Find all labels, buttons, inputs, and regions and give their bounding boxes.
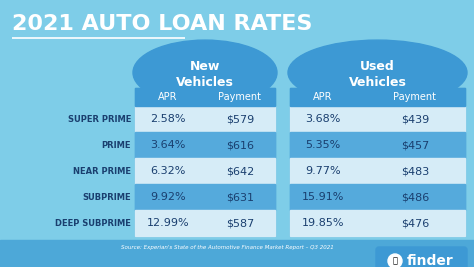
Text: 5.35%: 5.35%: [305, 140, 341, 150]
Text: 6.32%: 6.32%: [150, 166, 186, 176]
Text: DEEP SUBPRIME: DEEP SUBPRIME: [55, 218, 131, 227]
Text: NEAR PRIME: NEAR PRIME: [73, 167, 131, 175]
Bar: [290, 132, 465, 158]
Bar: [290, 210, 465, 236]
Bar: [290, 88, 465, 236]
Text: SUPER PRIME: SUPER PRIME: [68, 115, 131, 124]
Text: APR: APR: [158, 92, 178, 102]
Text: $579: $579: [226, 114, 254, 124]
Text: $587: $587: [226, 218, 254, 228]
Bar: [135, 106, 275, 132]
Bar: [290, 106, 465, 132]
Text: Source: Experian's State of the Automotive Finance Market Report – Q3 2021: Source: Experian's State of the Automoti…: [120, 245, 333, 250]
Bar: [135, 158, 275, 184]
Text: Payment: Payment: [219, 92, 262, 102]
Text: 2.58%: 2.58%: [150, 114, 186, 124]
Ellipse shape: [288, 40, 467, 105]
Text: $616: $616: [226, 140, 254, 150]
Text: $642: $642: [226, 166, 254, 176]
Text: 🔍: 🔍: [392, 257, 398, 265]
Bar: [135, 132, 275, 158]
Text: Payment: Payment: [393, 92, 437, 102]
Text: $476: $476: [401, 218, 429, 228]
Bar: [135, 88, 275, 106]
Text: $631: $631: [226, 192, 254, 202]
FancyBboxPatch shape: [376, 247, 467, 267]
Circle shape: [388, 254, 402, 267]
Bar: [135, 88, 275, 236]
Bar: [135, 210, 275, 236]
Text: PRIME: PRIME: [101, 140, 131, 150]
Text: APR: APR: [313, 92, 333, 102]
Bar: [290, 158, 465, 184]
Text: $486: $486: [401, 192, 429, 202]
Text: 9.77%: 9.77%: [305, 166, 341, 176]
Bar: [135, 184, 275, 210]
Bar: [290, 184, 465, 210]
Text: 19.85%: 19.85%: [302, 218, 344, 228]
Text: 15.91%: 15.91%: [302, 192, 344, 202]
Text: $483: $483: [401, 166, 429, 176]
Text: 3.68%: 3.68%: [305, 114, 341, 124]
Text: $457: $457: [401, 140, 429, 150]
Text: $439: $439: [401, 114, 429, 124]
Text: 3.64%: 3.64%: [150, 140, 186, 150]
Text: SUBPRIME: SUBPRIME: [82, 193, 131, 202]
Text: 12.99%: 12.99%: [146, 218, 189, 228]
Text: Used
Vehicles: Used Vehicles: [348, 60, 406, 89]
Bar: [290, 88, 465, 106]
Text: finder: finder: [407, 254, 454, 267]
Text: 2021 AUTO LOAN RATES: 2021 AUTO LOAN RATES: [12, 14, 312, 34]
Ellipse shape: [133, 40, 277, 105]
Text: 9.92%: 9.92%: [150, 192, 186, 202]
Bar: [0, 240, 474, 267]
Text: New
Vehicles: New Vehicles: [176, 60, 234, 89]
